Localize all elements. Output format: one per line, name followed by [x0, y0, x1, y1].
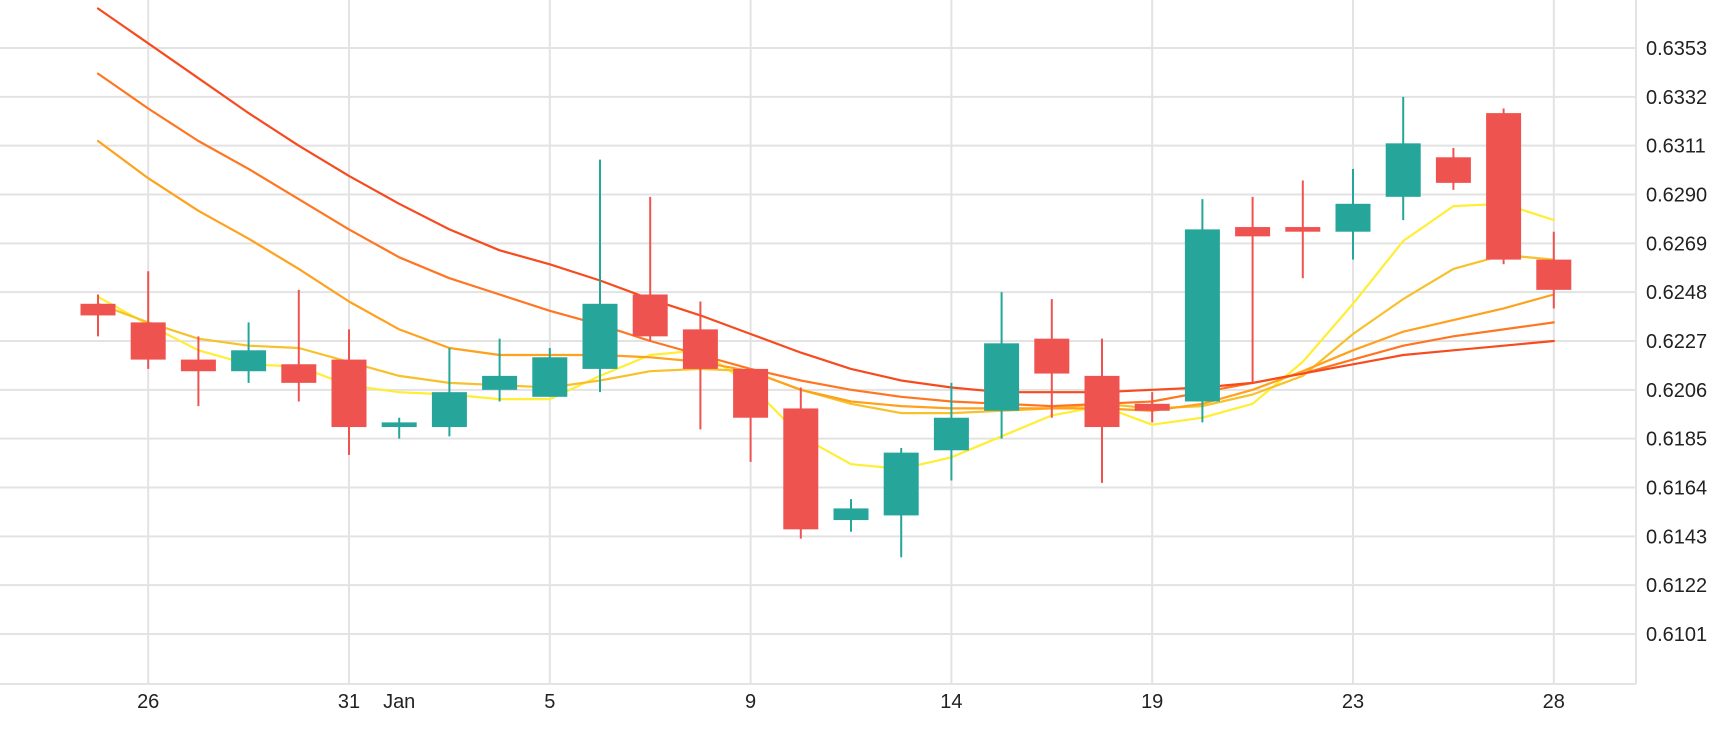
y-tick-label: 0.6332 [1646, 87, 1707, 109]
candle-body [130, 322, 166, 360]
candle [933, 382, 969, 481]
candle [1235, 196, 1271, 383]
x-tick-label: 19 [1141, 691, 1163, 713]
x-tick-label: 9 [745, 691, 756, 713]
candle [331, 329, 367, 455]
candle-body [783, 408, 819, 530]
candle [532, 347, 568, 397]
candle-body [1235, 227, 1271, 237]
candle [482, 338, 518, 402]
candle-body [1536, 259, 1572, 290]
x-tick-label: 26 [137, 691, 159, 713]
candle-body [1385, 143, 1421, 197]
candle [80, 294, 116, 337]
candle [281, 289, 317, 402]
candle-body [431, 392, 467, 428]
axes [0, 0, 1637, 685]
candle-body [1335, 203, 1371, 232]
candles [80, 96, 1572, 558]
ma-line-4 [96, 72, 1555, 408]
candle-body [1184, 229, 1220, 402]
candle-body [1285, 227, 1321, 232]
x-axis-labels: 26 31 Jan 5 9 14 19 23 28 [137, 691, 1565, 713]
candle [381, 417, 417, 439]
candle-body [1486, 113, 1522, 260]
x-tick-label: 31 [338, 691, 360, 713]
y-tick-label: 0.6311 [1646, 136, 1706, 158]
candle-body [833, 508, 869, 521]
candle-body [582, 303, 618, 369]
candle [1285, 180, 1321, 279]
x-tick-label: Jan [383, 691, 415, 713]
x-tick-label: 28 [1543, 691, 1565, 713]
candle [783, 387, 819, 539]
candle [682, 301, 718, 430]
candle-body [682, 329, 718, 369]
candle [180, 336, 216, 407]
candle-body [1084, 375, 1120, 428]
candle-body [281, 364, 317, 383]
candle [1034, 299, 1070, 418]
candle-body [984, 343, 1020, 411]
x-tick-label: 5 [544, 691, 555, 713]
y-tick-label: 0.6227 [1646, 331, 1707, 353]
candle-body [231, 350, 267, 372]
candle [984, 292, 1020, 439]
candle [833, 499, 869, 532]
x-tick-label: 14 [940, 691, 962, 713]
ma-line-5 [96, 7, 1555, 394]
y-tick-label: 0.6353 [1646, 38, 1707, 60]
candle [1134, 392, 1170, 423]
candle-body [1134, 403, 1170, 411]
candle-body [1435, 157, 1471, 183]
candle-body [80, 303, 116, 316]
candle [130, 271, 166, 369]
grid [0, 0, 1636, 684]
y-tick-label: 0.6185 [1646, 429, 1707, 451]
y-tick-label: 0.6164 [1646, 478, 1707, 500]
candle-body [632, 294, 668, 337]
candle-body [933, 417, 969, 451]
candle-body [733, 368, 769, 418]
y-tick-label: 0.6206 [1646, 380, 1707, 402]
candle [1184, 199, 1220, 423]
candle [883, 447, 919, 558]
y-tick-label: 0.6122 [1646, 575, 1707, 597]
candle [1084, 338, 1120, 483]
candle [1486, 108, 1522, 265]
ma-line-3 [96, 139, 1555, 412]
candle-body [180, 359, 216, 372]
candle-body [1034, 338, 1070, 374]
candle [431, 347, 467, 437]
ma-line-2 [96, 253, 1555, 415]
y-tick-label: 0.6101 [1646, 624, 1707, 646]
candle [1385, 96, 1421, 221]
x-tick-label: 23 [1342, 691, 1364, 713]
candle [632, 196, 668, 341]
y-tick-label: 0.6269 [1646, 233, 1707, 255]
y-tick-label: 0.6248 [1646, 282, 1707, 304]
candle [231, 322, 267, 383]
y-tick-label: 0.6143 [1646, 526, 1707, 548]
candle [1335, 168, 1371, 260]
candle-body [532, 357, 568, 397]
y-axis-labels: 0.6353 0.6332 0.6311 0.6290 0.6269 0.6248 0.62… [1646, 38, 1707, 646]
y-tick-label: 0.6290 [1646, 185, 1707, 207]
candle-body [381, 422, 417, 428]
candle [1435, 147, 1471, 190]
candle [582, 159, 618, 393]
candle-body [482, 375, 518, 390]
candle-body [883, 452, 919, 516]
moving-averages [96, 7, 1555, 470]
candle [733, 368, 769, 462]
candle-body [331, 359, 367, 428]
candle [1536, 231, 1572, 309]
